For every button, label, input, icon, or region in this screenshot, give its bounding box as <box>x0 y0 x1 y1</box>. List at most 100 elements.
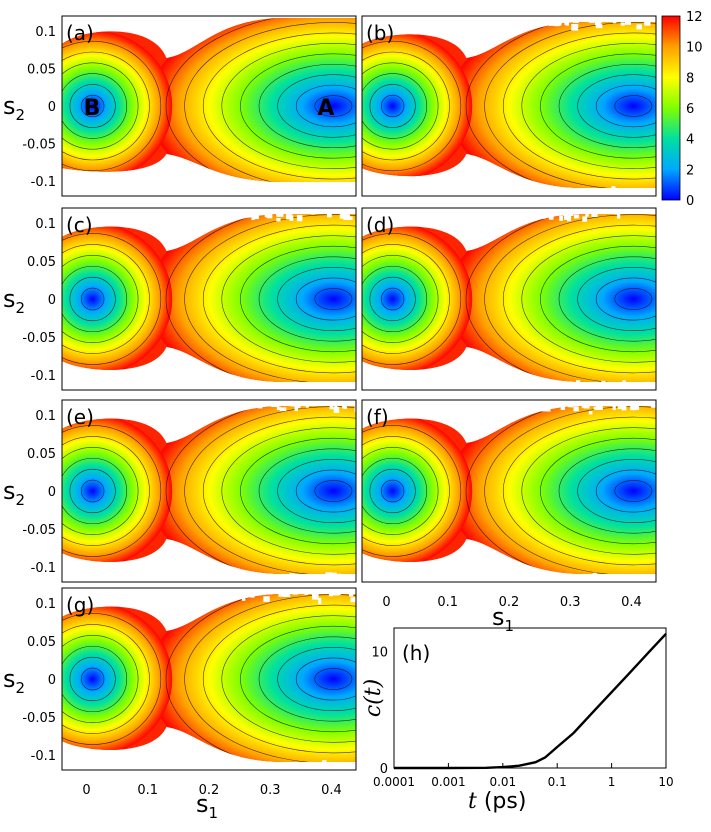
colorbar-tick-label: 4 <box>686 133 694 148</box>
panel-frame <box>361 207 657 391</box>
y-tick-label: 0.05 <box>27 255 56 270</box>
panel-b: (b) <box>361 15 657 197</box>
panel-frame <box>61 587 357 771</box>
basin-a <box>147 214 356 382</box>
basin-a <box>447 22 656 188</box>
x-tick-label: 0.1 <box>437 595 458 610</box>
colorbar-bar <box>661 15 681 201</box>
minimum-label-b: B <box>84 96 101 121</box>
y-axis-label: s2 <box>3 285 25 317</box>
contour-lines <box>362 22 656 188</box>
noise-edge <box>62 588 356 770</box>
y-tick-label: -0.1 <box>31 561 56 576</box>
x-tick-label: 0.2 <box>199 783 220 798</box>
y-tick-label: 0.1 <box>35 217 56 232</box>
noise-edge <box>363 400 656 582</box>
axis-annotations: 0.10.050-0.05-0.1s20.10.050-0.05-0.1s20.… <box>3 25 642 822</box>
panel-label: (e) <box>66 405 94 429</box>
x-tick-label: 0.1 <box>548 775 567 789</box>
panel-label: (b) <box>366 21 394 45</box>
x-tick-label: 0 <box>382 595 390 610</box>
x-tick-label: 0.4 <box>621 595 642 610</box>
x-tick-label: 0.001 <box>431 775 465 789</box>
contour-lines <box>362 214 656 382</box>
y-tick-label: -0.05 <box>22 331 56 346</box>
basin-a <box>147 18 356 182</box>
x-tick-label: 0.01 <box>489 775 516 789</box>
y-tick-label: 0.05 <box>27 447 56 462</box>
panel-frame <box>61 15 357 197</box>
y-axis-subscript: 2 <box>16 106 26 124</box>
colorbar-tick-label: 10 <box>686 41 703 56</box>
panel-frame <box>361 399 657 583</box>
colorbar-tick-label: 2 <box>686 163 694 178</box>
x-tick-label: 1 <box>608 775 616 789</box>
y-axis-subscript: 2 <box>16 299 26 317</box>
panel-label: (d) <box>366 213 394 237</box>
panel-frame <box>61 399 357 583</box>
minimum-label-a: A <box>317 96 334 121</box>
y-tick-label: -0.05 <box>22 138 56 153</box>
basin-b <box>62 602 173 756</box>
x-axis-subscript: 1 <box>209 804 219 822</box>
y-axis-label: s2 <box>3 92 25 124</box>
y-axis-subscript: 2 <box>16 679 26 697</box>
y-tick-label: 0 <box>48 100 56 115</box>
basin-b <box>62 30 173 182</box>
x-tick-label: 0.2 <box>499 595 520 610</box>
panel-d: (d) <box>361 207 657 391</box>
basin-b <box>362 30 473 182</box>
y-tick-label: -0.1 <box>31 175 56 190</box>
panel-label: (a) <box>66 21 94 45</box>
panel-c: (c) <box>61 207 357 391</box>
noise-edge <box>65 208 356 390</box>
y-axis-subscript: 2 <box>16 491 26 509</box>
colorbar-tick-label: 12 <box>686 10 703 25</box>
y-tick-label: 0 <box>48 485 56 500</box>
contour-lines <box>62 214 356 382</box>
x-tick-label: 0 <box>82 783 90 798</box>
y-tick-label: 0.1 <box>35 597 56 612</box>
y-axis-label: s2 <box>3 477 25 509</box>
y-tick-label: 0 <box>48 293 56 308</box>
panel-f: (f) <box>361 399 657 583</box>
y-tick-label: -0.05 <box>22 711 56 726</box>
y-tick-label: 0.05 <box>27 635 56 650</box>
noise-edge <box>363 208 656 390</box>
y-tick-label: 10 <box>371 645 388 660</box>
panel-frame <box>361 15 657 197</box>
y-tick-label: -0.1 <box>31 369 56 384</box>
y-tick-label: 0 <box>380 762 388 777</box>
x-tick-label: 0.3 <box>260 783 281 798</box>
x-tick-label: 0.3 <box>560 595 581 610</box>
y-tick-label: 0.1 <box>35 25 56 40</box>
x-axis-subscript: 1 <box>505 617 515 635</box>
basin-a <box>447 214 656 382</box>
basin-b <box>62 414 173 568</box>
heatmap-panels: (a) B A (b) (c) (d) (e) (f) (g) <box>61 15 657 771</box>
contour-lines <box>62 406 356 574</box>
y-tick-label: -0.05 <box>22 523 56 538</box>
panel-h-line-chart: (h) 0.0001 0.001 0.01 0.1 1 10 0 10 c(t) t (ps) <box>361 627 674 814</box>
basin-a <box>147 406 356 574</box>
contour-lines <box>62 18 356 182</box>
panel-label: (f) <box>366 405 389 429</box>
y-tick-label: -0.1 <box>31 749 56 764</box>
x-axis-unit: (ps) <box>477 789 527 814</box>
y-tick-label: 0 <box>48 673 56 688</box>
y-tick-label: 0.1 <box>35 409 56 424</box>
panel-e: (e) <box>61 399 357 583</box>
x-axis-label: t (ps) <box>468 789 526 814</box>
x-tick-label: 0.4 <box>321 783 342 798</box>
panel-label: (c) <box>66 213 93 237</box>
panel-g: (g) <box>61 587 357 771</box>
panel-h-frame <box>393 627 667 769</box>
panel-label: (h) <box>402 641 430 665</box>
colorbar: 12 10 8 6 4 2 0 <box>661 10 703 209</box>
y-axis-label: c(t) <box>361 679 386 717</box>
basin-a <box>147 594 356 762</box>
x-tick-label: 10 <box>658 775 673 789</box>
colorbar-tick-label: 8 <box>686 71 694 86</box>
y-axis-label: s2 <box>3 665 25 697</box>
